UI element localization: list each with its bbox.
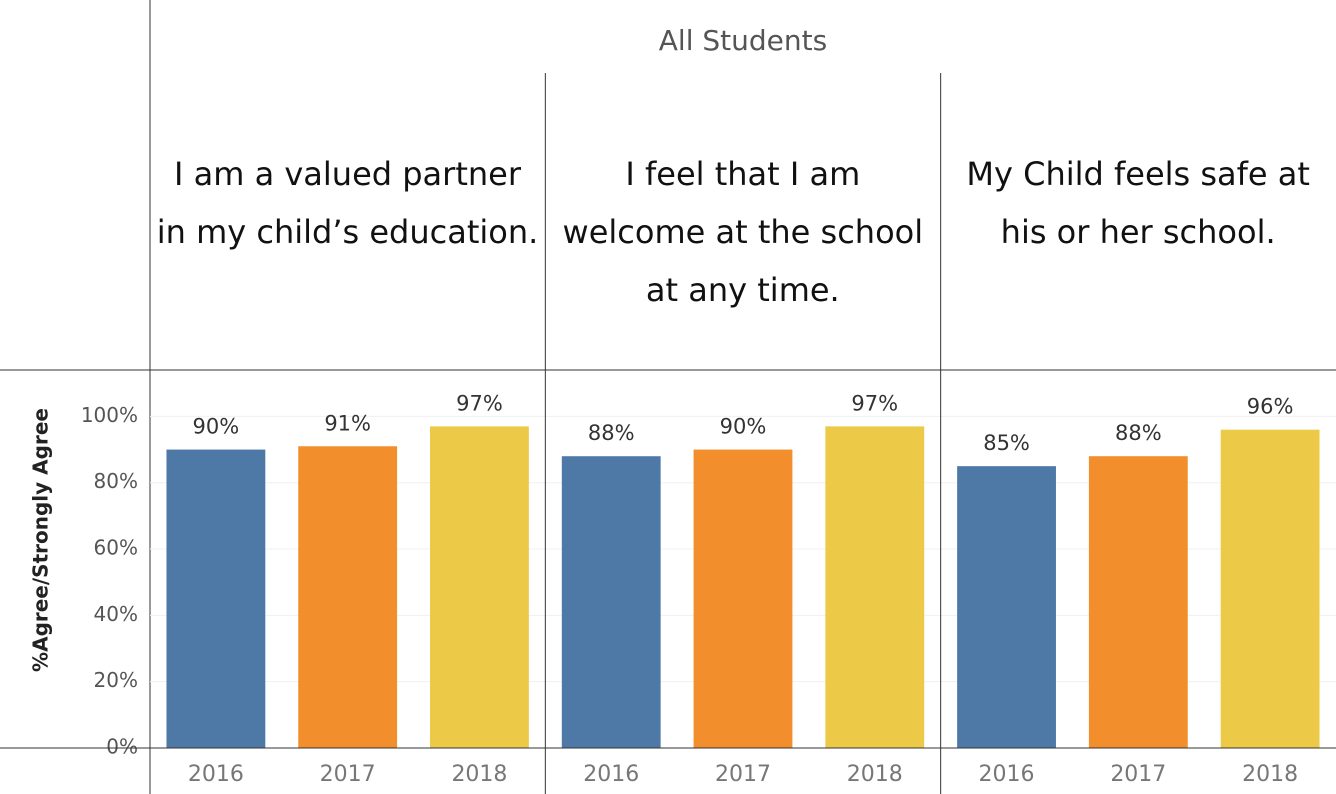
panel-title: I am a valued partner in my child’s educ…: [156, 155, 539, 251]
y-tick-label: 40%: [94, 602, 138, 626]
y-tick-label: 0%: [106, 735, 138, 759]
x-tick-label: 2016: [188, 762, 244, 787]
bar: [825, 426, 925, 748]
x-tick-label: 2017: [1110, 762, 1166, 787]
value-label: 90%: [720, 415, 767, 439]
value-label: 97%: [851, 391, 898, 415]
value-label: 97%: [456, 391, 503, 415]
bar: [1088, 456, 1188, 748]
value-label: 88%: [1115, 421, 1162, 445]
y-tick-label: 100%: [81, 403, 138, 427]
x-tick-label: 2018: [847, 762, 903, 787]
x-tick-label: 2018: [451, 762, 507, 787]
bar: [561, 456, 661, 748]
value-label: 90%: [193, 415, 240, 439]
bar: [166, 449, 266, 748]
y-tick-label: 60%: [94, 536, 138, 560]
bar: [693, 449, 793, 748]
x-tick-label: 2016: [979, 762, 1035, 787]
y-tick-label: 80%: [94, 469, 138, 493]
y-axis-label: %Agree/Strongly Agree: [29, 408, 53, 672]
bar: [298, 446, 398, 748]
chart-title: All Students: [659, 24, 827, 57]
panel-title: My Child feels safe at his or her school…: [966, 155, 1310, 251]
panel-title: I feel that I am welcome at the school a…: [562, 155, 924, 309]
bar: [430, 426, 529, 748]
y-tick-label: 20%: [94, 668, 138, 692]
x-tick-label: 2016: [583, 762, 639, 787]
value-label: 88%: [588, 421, 635, 445]
value-label: 85%: [983, 431, 1030, 455]
x-tick-label: 2018: [1242, 762, 1298, 787]
value-label: 91%: [324, 411, 371, 435]
bar: [957, 466, 1056, 748]
value-label: 96%: [1247, 395, 1294, 419]
x-tick-label: 2017: [715, 762, 771, 787]
x-tick-label: 2017: [320, 762, 376, 787]
bar: [1220, 429, 1320, 748]
